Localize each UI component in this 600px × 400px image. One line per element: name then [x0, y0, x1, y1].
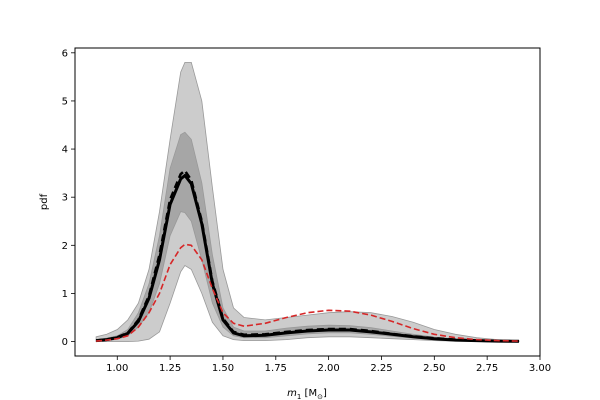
y-tick-label: 2 [62, 241, 68, 252]
x-axis-label-unit-sub: ⊙ [317, 393, 323, 400]
x-tick-label: 1.75 [265, 363, 287, 374]
credible-band-inner-band [95, 131, 520, 343]
x-tick-label: 2.25 [370, 363, 392, 374]
lines-layer [95, 169, 519, 343]
x-axis-label: m1 [M⊙] [287, 388, 327, 400]
x-axis-label-sub: 1 [297, 393, 301, 400]
y-tick-label: 6 [62, 48, 68, 59]
x-axis-label-unit-open: [M [301, 388, 317, 399]
x-tick-label: 2.75 [476, 363, 498, 374]
y-axis-label: pdf [39, 193, 50, 210]
bands-layer [95, 62, 520, 343]
x-tick-label: 2.50 [423, 363, 445, 374]
y-tick-label: 1 [62, 289, 68, 300]
y-axis: 0 1 2 3 4 5 6 [62, 48, 75, 348]
x-tick-label: 1.50 [212, 363, 234, 374]
x-tick-label: 1.00 [106, 363, 128, 374]
x-tick-label: 3.00 [529, 363, 551, 374]
y-tick-label: 0 [62, 337, 68, 348]
y-tick-label: 3 [62, 193, 68, 204]
x-tick-label: 1.25 [159, 363, 181, 374]
y-tick-label: 4 [62, 145, 68, 156]
plot-frame [74, 47, 541, 357]
series-line-4 [96, 243, 519, 342]
x-axis-label-main: m [287, 388, 297, 399]
y-tick-label: 5 [62, 96, 68, 107]
x-tick-label: 2.00 [318, 363, 340, 374]
x-axis-label-unit-close: ] [323, 388, 327, 399]
x-axis: 1.00 1.25 1.50 1.75 2.00 2.25 2.50 2.75 3.00 [106, 356, 551, 374]
series-line-3 [95, 169, 519, 343]
